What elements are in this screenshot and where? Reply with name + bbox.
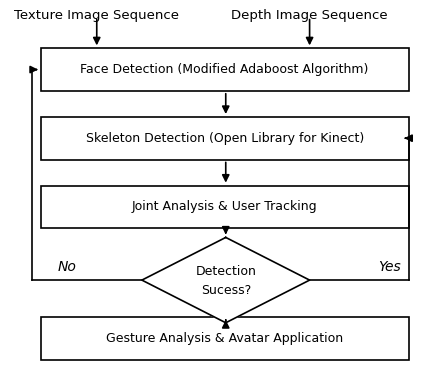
Text: No: No: [57, 260, 76, 274]
Text: Yes: Yes: [378, 260, 400, 274]
Text: Depth Image Sequence: Depth Image Sequence: [231, 9, 388, 22]
Text: Face Detection (Modified Adaboost Algorithm): Face Detection (Modified Adaboost Algori…: [80, 63, 369, 76]
FancyBboxPatch shape: [41, 317, 408, 360]
Text: Gesture Analysis & Avatar Application: Gesture Analysis & Avatar Application: [106, 332, 343, 345]
Polygon shape: [142, 237, 310, 323]
Text: Joint Analysis & User Tracking: Joint Analysis & User Tracking: [132, 200, 317, 213]
Text: Texture Image Sequence: Texture Image Sequence: [14, 9, 179, 22]
FancyBboxPatch shape: [41, 117, 408, 160]
Text: Detection: Detection: [195, 265, 256, 279]
Text: Skeleton Detection (Open Library for Kinect): Skeleton Detection (Open Library for Kin…: [86, 132, 364, 145]
FancyBboxPatch shape: [41, 48, 408, 91]
FancyBboxPatch shape: [41, 186, 408, 228]
Text: Sucess?: Sucess?: [201, 284, 251, 297]
